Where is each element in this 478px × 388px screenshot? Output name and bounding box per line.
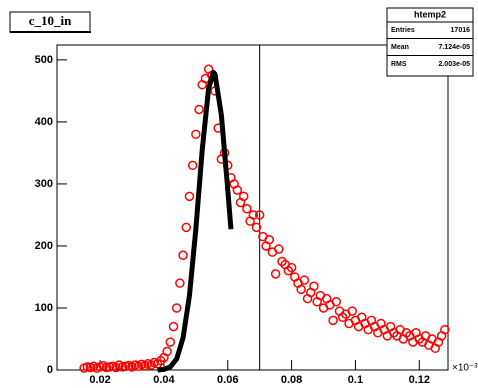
x-tick-label: 0.08 [281, 374, 302, 386]
data-point [162, 346, 172, 357]
x-tick-label: 0.06 [217, 374, 238, 386]
stats-value: 2.003e-05 [438, 61, 470, 68]
y-tick-label: 300 [35, 178, 53, 190]
data-point [331, 297, 342, 307]
data-point [296, 284, 306, 295]
data-point [175, 278, 185, 288]
data-point [187, 160, 198, 171]
stats-value: 17016 [451, 27, 471, 34]
data-point [168, 321, 179, 332]
stats-label: Mean [391, 44, 409, 51]
y-tick-label: 200 [35, 240, 53, 252]
stats-label: RMS [391, 61, 407, 68]
y-tick-label: 500 [35, 54, 53, 66]
stats-label: Entries [391, 27, 415, 34]
data-point [242, 203, 252, 214]
data-point [191, 129, 201, 140]
data-point [181, 222, 192, 233]
y-tick-label: 100 [35, 302, 53, 314]
stats-title: htemp2 [414, 9, 446, 19]
data-point [165, 337, 176, 347]
data-point [248, 210, 259, 220]
x-exponent: ×10⁻³ [452, 363, 478, 374]
data-point [178, 250, 188, 261]
stats-rows: Entries 17016 Mean 7.124e-05 RMS 2.003e-05 [387, 27, 473, 68]
y-tick-label: 0 [47, 364, 53, 376]
plot-frame [56, 44, 449, 371]
x-tick-label: 0.12 [409, 374, 430, 386]
x-tick-label: 0.02 [89, 374, 110, 386]
x-tick-label: 0.1 [348, 374, 363, 386]
data-point [251, 222, 262, 233]
stats-box [386, 7, 474, 77]
x-tick-label: 0.04 [153, 374, 175, 386]
y-tick-label: 400 [35, 116, 53, 128]
data-point [299, 275, 310, 285]
data-point [254, 210, 265, 220]
data-point [184, 191, 195, 202]
data-point [232, 185, 243, 195]
data-point [264, 235, 275, 245]
data-point [171, 303, 182, 313]
data-point [309, 281, 319, 292]
title-shadow [10, 31, 91, 33]
stats-value: 7.124e-05 [438, 44, 470, 51]
data-point [270, 269, 281, 279]
data-point [347, 306, 357, 316]
data-point [194, 104, 204, 115]
data-point [238, 191, 249, 202]
data-point [328, 315, 338, 326]
data-point [274, 244, 284, 254]
chart-title: c_10_in [29, 13, 72, 28]
data-point [440, 324, 450, 335]
fit-curve [157, 69, 234, 373]
data-point [286, 262, 297, 273]
